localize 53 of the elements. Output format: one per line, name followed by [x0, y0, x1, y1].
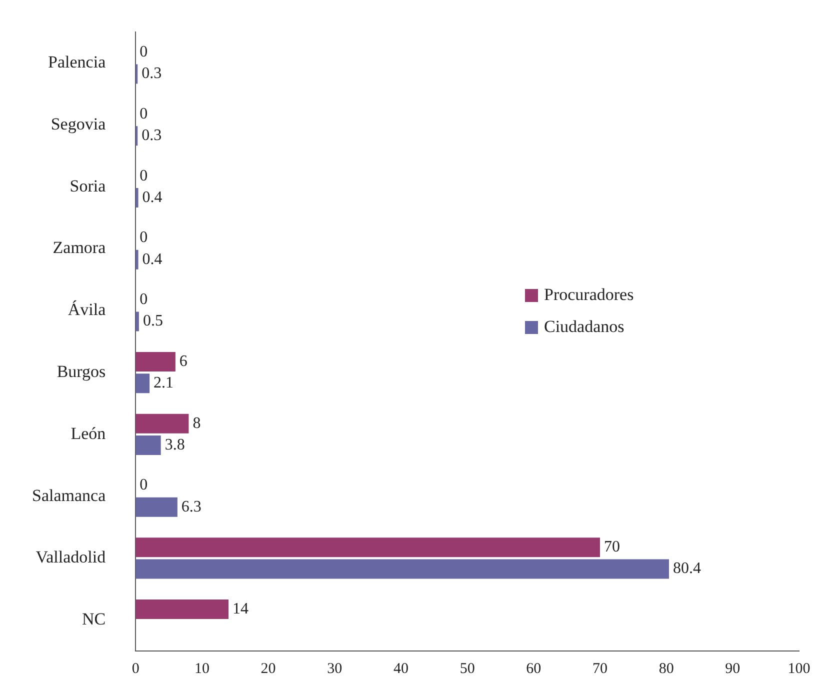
bar [136, 374, 150, 394]
x-tick-label: 40 [393, 660, 408, 677]
data-label: 0.4 [142, 188, 162, 206]
data-label: 0 [140, 44, 148, 61]
legend-label: Ciudadanos [544, 317, 624, 337]
bar [136, 436, 161, 455]
x-tick-label: 80 [658, 660, 674, 677]
data-label: 6 [179, 352, 188, 370]
bar [136, 414, 189, 434]
y-tick-label: León [70, 424, 106, 443]
y-tick-label: Segovia [50, 114, 106, 134]
bar [136, 538, 600, 558]
data-label: 0.4 [142, 250, 162, 268]
data-label: 80.4 [672, 560, 701, 578]
x-tick-label: 10 [194, 660, 210, 677]
data-label: 0.3 [142, 127, 162, 144]
data-label: 0 [140, 167, 148, 184]
data-label: 0.3 [142, 65, 162, 82]
data-label: 14 [232, 600, 248, 618]
data-label: 0 [140, 291, 148, 308]
y-tick-label: Valladolid [36, 548, 106, 567]
data-label: 0 [140, 229, 148, 246]
y-tick-label: Burgos [56, 362, 106, 382]
x-tick-label: 90 [725, 660, 740, 677]
data-label: 0 [140, 476, 148, 494]
x-tick-label: 30 [327, 660, 342, 677]
y-tick-label: NC [82, 610, 106, 629]
legend-label: Procuradores [544, 285, 634, 305]
data-label: 8 [192, 414, 201, 432]
data-label: 3.8 [164, 436, 185, 454]
y-tick-label: Palencia [48, 52, 106, 72]
y-tick-label: Soria [70, 176, 106, 196]
data-label: 6.3 [181, 498, 202, 516]
x-tick-label: 0 [132, 660, 140, 677]
y-tick-label: Zamora [52, 238, 106, 258]
x-tick-label: 20 [260, 660, 276, 677]
x-tick-label: 100 [788, 660, 810, 677]
x-tick-label: 60 [526, 660, 542, 677]
bar [136, 497, 178, 517]
bar [136, 352, 176, 372]
bar [136, 312, 139, 332]
data-label: 0.5 [142, 312, 163, 330]
y-tick-label: Ávila [68, 300, 106, 320]
bar [136, 559, 669, 579]
x-tick-label: 50 [460, 660, 475, 677]
data-label: 70 [604, 538, 620, 556]
x-tick-label: 70 [592, 660, 608, 677]
y-tick-label: Salamanca [32, 486, 106, 505]
data-label: 0 [140, 105, 148, 122]
bar [136, 599, 228, 619]
data-label: 2.1 [154, 374, 174, 392]
bar [136, 250, 138, 270]
bar [136, 188, 138, 208]
